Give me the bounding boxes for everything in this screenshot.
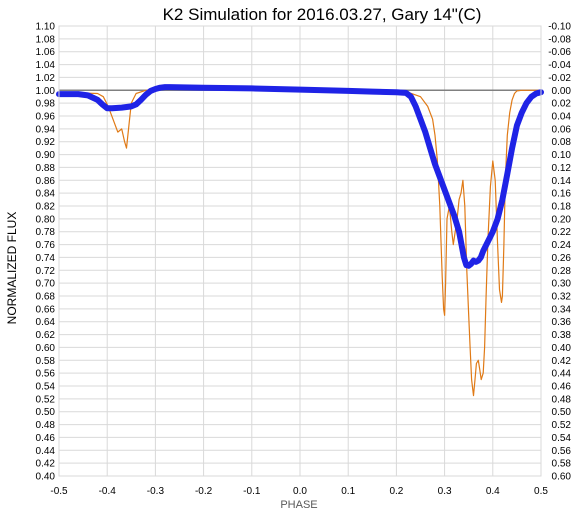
y2-tick-label: -0.10 [548,22,571,33]
chart-title: K2 Simulation for 2016.03.27, Gary 14"(C… [163,5,482,24]
y2-tick-label: 0.48 [552,394,572,405]
x-tick-label: 0.1 [341,486,355,497]
y2-tick-label: 0.22 [552,227,572,238]
y2-tick-label: 0.28 [552,266,572,277]
y2-tick-label: 0.46 [552,382,572,393]
x-axis-label: PHASE [280,499,317,511]
y2-tick-label: 0.54 [552,433,572,444]
y2-tick-label: 0.24 [552,240,572,251]
y2-tick-label: 0.16 [552,189,572,200]
y2-tick-label: 0.30 [552,279,572,290]
y-tick-label: 0.88 [36,163,56,174]
x-tick-label: -0.5 [50,486,68,497]
y2-tick-label: 0.14 [552,176,572,187]
y-tick-label: 0.92 [36,137,56,148]
y-tick-label: 0.40 [36,472,56,483]
y-tick-label: 1.06 [36,47,56,58]
y-tick-label: 0.54 [36,382,56,393]
y-tick-label: 0.60 [36,343,56,354]
y-tick-label: 0.58 [36,356,56,367]
y2-tick-label: 0.40 [552,343,572,354]
y-tick-label: 0.62 [36,330,56,341]
y-tick-label: 1.10 [36,22,56,33]
y-tick-label: 0.76 [36,240,56,251]
y2-tick-label: 0.60 [552,472,572,483]
x-tick-label: 0.4 [486,486,500,497]
y-tick-label: 0.82 [36,202,56,213]
grid [58,25,542,477]
y2-tick-label: 0.04 [552,112,572,123]
y2-tick-label: -0.06 [548,47,571,58]
y-tick-label: 0.52 [36,394,56,405]
x-tick-label: 0.3 [438,486,452,497]
x-tick-label: -0.3 [147,486,165,497]
series-line-blue [56,84,544,269]
y-tick-label: 0.80 [36,214,56,225]
y2-tick-label: 0.12 [552,163,572,174]
x-axis-ticks: -0.5 -0.4 -0.3 -0.2 -0.1 0.0 0.1 0.2 0.3 0.4 0.5 [50,486,548,497]
y-tick-label: 0.64 [36,317,56,328]
y2-tick-label: 0.58 [552,459,572,470]
y2-tick-label: 0.34 [552,304,572,315]
y-tick-label: 1.08 [36,34,56,45]
y-tick-label: 0.72 [36,266,56,277]
y-tick-label: 0.86 [36,176,56,187]
y2-tick-label: -0.04 [548,60,571,71]
y2-tick-label: 0.00 [552,86,572,97]
y-tick-label: 0.68 [36,292,56,303]
y2-tick-label: 0.26 [552,253,572,264]
y-tick-label: 0.66 [36,304,56,315]
y2-tick-label: 0.02 [552,99,572,110]
y-tick-label: 1.04 [36,60,56,71]
y2-tick-label: 0.56 [552,446,572,457]
y2-tick-label: 0.06 [552,124,572,135]
y2-tick-label: -0.02 [548,73,571,84]
series-layer [56,84,544,397]
y-tick-label: 1.00 [36,86,56,97]
x-tick-label: -0.2 [195,486,213,497]
x-tick-label: -0.4 [99,486,117,497]
series-line-orange [58,87,542,397]
y-axis-ticks: 0.40 0.42 0.44 0.46 0.48 0.50 0.520.54 0.56 0.58… [36,22,56,483]
y-tick-label: 0.50 [36,407,56,418]
x-tick-label: -0.1 [243,486,261,497]
y2-tick-label: 0.08 [552,137,572,148]
y2-tick-label: 0.42 [552,356,572,367]
x-tick-label: 0.2 [389,486,403,497]
y2-tick-label: 0.38 [552,330,572,341]
y-tick-label: 0.96 [36,112,56,123]
y-tick-label: 0.84 [36,189,56,200]
y2-tick-label: 0.52 [552,420,572,431]
y-tick-label: 0.98 [36,99,56,110]
y2-tick-label: -0.08 [548,34,571,45]
plot-area [58,25,542,477]
y-tick-label: 0.42 [36,459,56,470]
y-tick-label: 0.44 [36,446,56,457]
y-tick-label: 0.94 [36,124,56,135]
y2-axis-ticks: 0.60 0.58 0.56 0.54 0.52 0.50 0.480.46 0.44 0.42… [548,22,571,483]
x-tick-label: 0.5 [534,486,548,497]
y2-tick-label: 0.32 [552,292,572,303]
y2-tick-label: 0.36 [552,317,572,328]
y2-tick-label: 0.44 [552,369,572,380]
y-tick-label: 0.46 [36,433,56,444]
y-tick-label: 0.48 [36,420,56,431]
y-tick-label: 0.56 [36,369,56,380]
y2-tick-label: 0.18 [552,202,572,213]
y-tick-label: 0.78 [36,227,56,238]
y-tick-label: 1.02 [36,73,56,84]
x-tick-label: 0.0 [293,486,307,497]
y-axis-label: NORMALIZED FLUX [5,212,19,325]
y2-tick-label: 0.50 [552,407,572,418]
y-tick-label: 0.90 [36,150,56,161]
y-tick-label: 0.70 [36,279,56,290]
y2-tick-label: 0.20 [552,214,572,225]
y-tick-label: 0.74 [36,253,56,264]
y2-tick-label: 0.10 [552,150,572,161]
